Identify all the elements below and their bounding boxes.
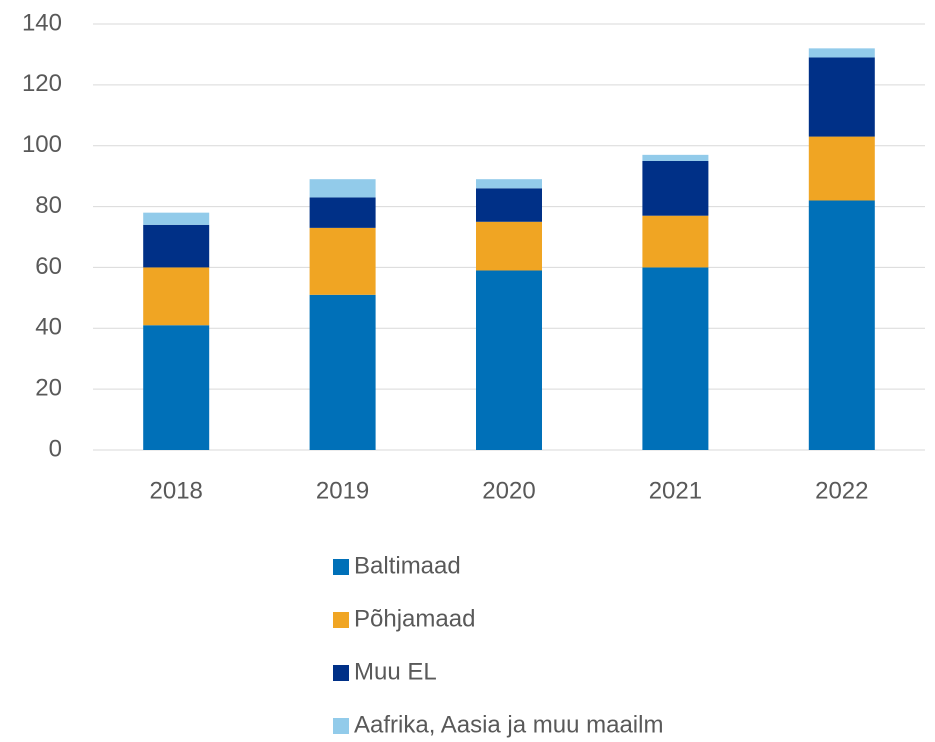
bar-segment <box>808 57 875 137</box>
bar-segment <box>143 267 210 326</box>
x-tick-label: 2019 <box>316 477 369 504</box>
legend-swatch <box>333 718 349 734</box>
bar-segment <box>143 212 210 225</box>
y-tick-label: 20 <box>35 374 62 401</box>
legend-swatch <box>333 665 349 681</box>
y-tick-label: 100 <box>22 131 62 158</box>
bar-segment <box>143 325 210 450</box>
bar-segment <box>642 154 709 161</box>
legend-swatch <box>333 612 349 628</box>
y-tick-label: 140 <box>22 9 62 36</box>
bar-segment <box>642 267 709 450</box>
bar-segment <box>642 215 709 268</box>
bar-segment <box>476 179 542 189</box>
y-tick-label: 120 <box>22 70 62 97</box>
bar-segment <box>309 179 376 198</box>
y-tick-label: 80 <box>35 192 62 219</box>
bar-segment <box>476 188 542 222</box>
bar-segment <box>642 160 709 216</box>
legend-label: Aafrika, Aasia ja muu maailm <box>354 711 663 738</box>
x-tick-label: 2020 <box>482 477 535 504</box>
bar-segment <box>309 294 376 450</box>
bar-segment <box>808 136 875 201</box>
bar-segment <box>143 224 210 268</box>
legend-label: Muu EL <box>354 658 437 685</box>
x-tick-label: 2021 <box>649 477 702 504</box>
bar-segment <box>309 197 376 228</box>
y-tick-label: 40 <box>35 314 62 341</box>
bar-segment <box>309 227 376 295</box>
x-tick-label: 2018 <box>150 477 203 504</box>
bar-segment <box>808 200 875 450</box>
bar-segment <box>476 270 542 450</box>
y-tick-label: 60 <box>35 253 62 280</box>
legend-swatch <box>333 559 349 575</box>
x-tick-label: 2022 <box>815 477 868 504</box>
legend-label: Baltimaad <box>354 552 461 579</box>
bar-segment <box>476 221 542 271</box>
legend-label: Põhjamaad <box>354 605 475 632</box>
y-tick-label: 0 <box>49 435 62 462</box>
bar-segment <box>808 48 875 58</box>
